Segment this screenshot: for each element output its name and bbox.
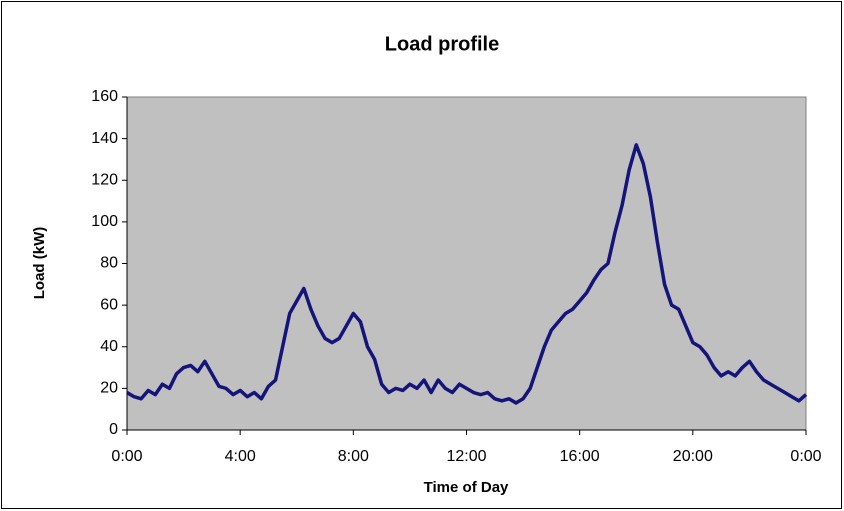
y-tick-label: 0 bbox=[109, 421, 118, 438]
x-tick-label: 4:00 bbox=[225, 448, 256, 465]
y-tick-label: 20 bbox=[100, 380, 118, 397]
chart-title: Load profile bbox=[385, 33, 499, 55]
y-axis-label: Load (kW) bbox=[31, 227, 48, 300]
x-axis-label: Time of Day bbox=[424, 479, 509, 496]
x-tick-label: 20:00 bbox=[673, 448, 713, 465]
y-tick-label: 100 bbox=[91, 213, 118, 230]
x-tick-label: 12:00 bbox=[446, 448, 486, 465]
y-tick-label: 60 bbox=[100, 296, 118, 313]
y-tick-label: 40 bbox=[100, 338, 118, 355]
y-tick-label: 160 bbox=[91, 88, 118, 105]
x-tick-label: 0:00 bbox=[790, 448, 821, 465]
y-tick-label: 140 bbox=[91, 130, 118, 147]
y-tick-label: 80 bbox=[100, 255, 118, 272]
x-tick-label: 16:00 bbox=[560, 448, 600, 465]
series-line bbox=[126, 143, 808, 405]
y-tick-label: 120 bbox=[91, 171, 118, 188]
plot-area bbox=[126, 96, 807, 431]
x-tick-label: 8:00 bbox=[338, 448, 369, 465]
x-tick-label: 0:00 bbox=[111, 448, 142, 465]
